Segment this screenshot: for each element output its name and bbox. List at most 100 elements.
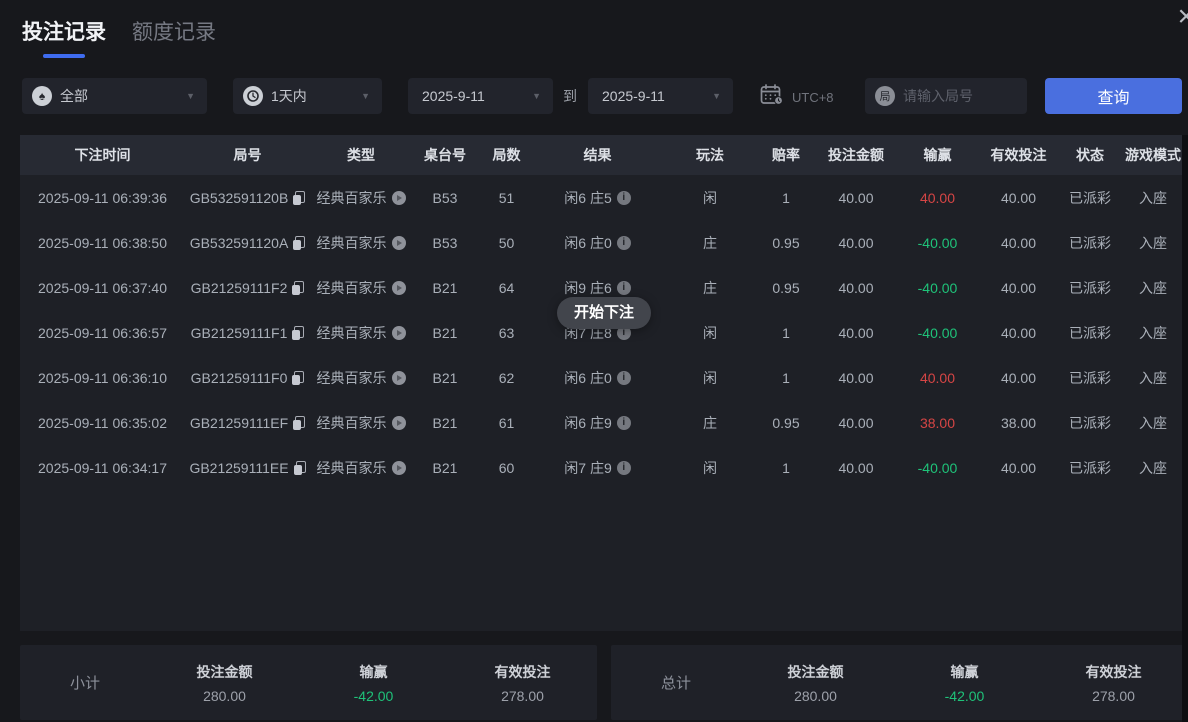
cell-bet-time: 2025-09-11 06:39:36 [38,189,167,206]
active-tab-indicator [43,54,85,58]
date-to-select[interactable]: 2025-9-11 ▼ [588,78,733,114]
cell-odds: 0.95 [772,234,800,251]
copy-icon[interactable] [293,460,306,475]
cell-round-id: GB21259111F0 [185,370,310,386]
subtotal-bet-amount: 投注金额 280.00 [196,663,253,704]
result-info-icon[interactable]: i [616,460,631,475]
cell-result: 闲7 庄9 i [535,458,660,478]
total-valid-bet: 有效投注 278.00 [1085,663,1142,704]
col-table-no: 桌台号 [424,147,466,163]
col-game-mode: 游戏模式 [1125,147,1181,163]
cell-play: 庄 [703,279,717,296]
cell-valid-bet: 40.00 [1000,324,1037,341]
cell-table-no: B21 [432,369,458,386]
cell-valid-bet: 40.00 [1000,459,1037,476]
result-info-icon[interactable]: i [616,235,631,250]
cell-win-loss: 40.00 [919,369,956,386]
query-button[interactable]: 查询 [1045,78,1182,114]
cell-valid-bet: 40.00 [1000,189,1037,206]
cell-bet: 40.00 [838,324,874,341]
game-type-select[interactable]: ♠ 全部 ▼ [22,78,207,114]
cell-table-no: B53 [432,234,458,251]
cell-play: 闲 [703,324,717,341]
cell-bet: 40.00 [838,369,874,386]
cell-table-no: B21 [432,324,458,341]
tab-label: 额度记录 [132,21,216,44]
cell-result: 闲9 庄6 i [535,278,660,298]
replay-icon[interactable] [391,460,406,475]
replay-icon[interactable] [391,325,406,340]
date-from-select[interactable]: 2025-9-11 ▼ [408,78,553,114]
cell-valid-bet: 40.00 [1000,279,1037,296]
cell-game-mode: 入座 [1139,414,1167,431]
copy-icon[interactable] [293,415,306,430]
replay-icon[interactable] [391,190,406,205]
cell-type: 经典百家乐 [310,188,412,208]
total-win-loss: 输赢 -42.00 [944,663,985,704]
chevron-down-icon: ▼ [361,91,370,101]
cell-type: 经典百家乐 [310,413,412,433]
time-range-select[interactable]: 1天内 ▼ [233,78,382,114]
table-row[interactable]: 2025-09-11 06:35:02 GB21259111EF 经典百家乐 B… [20,400,1188,445]
chevron-down-icon: ▼ [712,91,721,101]
cell-status: 已派彩 [1069,324,1111,341]
copy-icon[interactable] [292,370,305,385]
chevron-down-icon: ▼ [532,91,541,101]
scrollbar-track[interactable] [1182,135,1188,722]
replay-icon[interactable] [391,415,406,430]
cell-play: 闲 [703,459,717,476]
result-info-icon[interactable]: i [616,415,631,430]
cell-bet: 40.00 [838,189,874,206]
cell-bet-time: 2025-09-11 06:37:40 [38,279,167,296]
cell-round-id: GB532591120B [185,190,310,206]
cell-play: 闲 [703,369,717,386]
cell-win-loss: -40.00 [917,234,958,251]
result-info-icon[interactable]: i [616,280,631,295]
cell-round: 60 [498,459,515,476]
table-row[interactable]: 2025-09-11 06:38:50 GB532591120A 经典百家乐 B… [20,220,1188,265]
cell-table-no: B21 [432,459,458,476]
cell-round: 62 [498,369,515,386]
cell-odds: 0.95 [772,279,800,296]
cell-status: 已派彩 [1069,414,1111,431]
col-type: 类型 [347,147,375,163]
subtotal-win-loss: 输赢 -42.00 [353,663,394,704]
cell-valid-bet: 38.00 [1000,414,1037,431]
col-bet-time: 下注时间 [74,147,131,163]
cell-odds: 1 [782,189,790,206]
replay-icon[interactable] [391,370,406,385]
round-id-search[interactable]: 局 [865,78,1027,114]
result-info-icon[interactable]: i [616,370,631,385]
copy-icon[interactable] [293,235,306,250]
table-row[interactable]: 2025-09-11 06:36:10 GB21259111F0 经典百家乐 B… [20,355,1188,400]
replay-icon[interactable] [391,235,406,250]
copy-icon[interactable] [292,325,305,340]
tab-betting-records[interactable]: 投注记录 [22,16,106,58]
table-row[interactable]: 2025-09-11 06:34:17 GB21259111EE 经典百家乐 B… [20,445,1188,490]
cell-status: 已派彩 [1069,459,1111,476]
tab-bar: 投注记录 额度记录 [22,16,216,58]
table-row[interactable]: 2025-09-11 06:36:57 GB21259111F1 经典百家乐 B… [20,310,1188,355]
replay-icon[interactable] [391,280,406,295]
cell-bet-time: 2025-09-11 06:35:02 [38,414,167,431]
table-row[interactable]: 2025-09-11 06:37:40 GB21259111F2 经典百家乐 B… [20,265,1188,310]
round-id-input[interactable] [903,88,1013,104]
result-info-icon[interactable]: i [616,190,631,205]
result-info-icon[interactable]: i [616,325,631,340]
cell-round-id: GB21259111F1 [185,325,310,341]
copy-icon[interactable] [293,190,306,205]
copy-icon[interactable] [292,280,305,295]
spade-icon: ♠ [32,86,52,106]
cell-bet-time: 2025-09-11 06:36:57 [38,324,167,341]
timezone-indicator: UTC+8 [760,84,834,111]
cell-bet: 40.00 [838,414,874,431]
cell-win-loss: -40.00 [917,324,958,341]
cell-status: 已派彩 [1069,189,1111,206]
records-table: 下注时间 局号 类型 桌台号 局数 结果 玩法 赔率 投注金额 输赢 有效投注 … [20,135,1188,631]
tab-label: 投注记录 [22,21,106,44]
cell-type: 经典百家乐 [310,458,412,478]
tab-quota-records[interactable]: 额度记录 [132,16,216,58]
close-icon[interactable]: × [1177,0,1188,33]
table-row[interactable]: 2025-09-11 06:39:36 GB532591120B 经典百家乐 B… [20,175,1188,220]
